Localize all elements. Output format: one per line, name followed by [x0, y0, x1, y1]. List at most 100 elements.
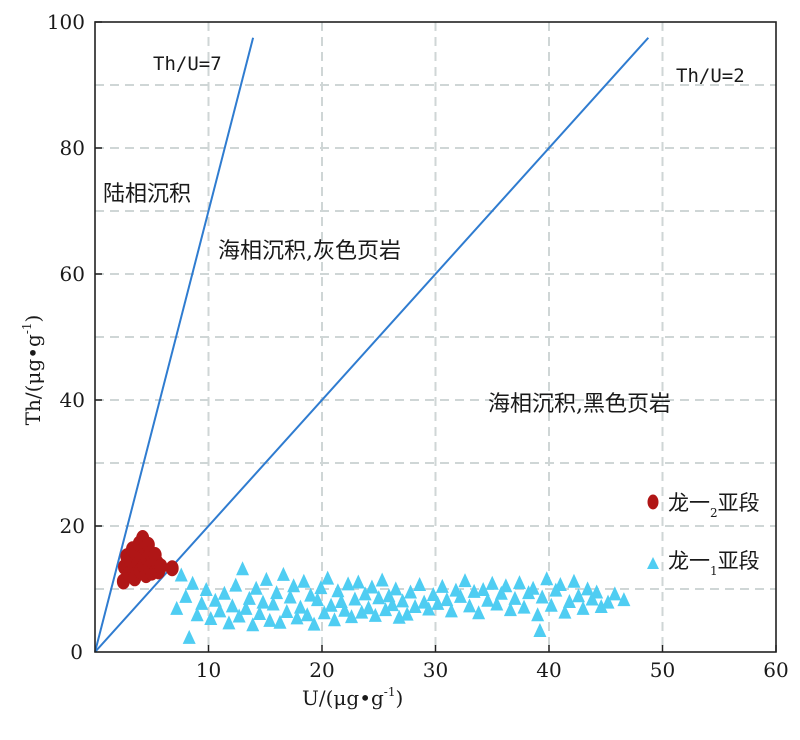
y-tick-labels: 20 40 60 80 100 [47, 10, 85, 538]
data-point-triangle [287, 578, 301, 593]
data-point-triangle [170, 600, 184, 615]
x-tick-label: 60 [763, 658, 788, 682]
x-tick-label: 40 [536, 658, 561, 682]
data-point-triangle [253, 605, 267, 620]
data-point-triangle [458, 573, 472, 588]
data-point-triangle [280, 604, 294, 619]
legend: 龙一2亚段 龙一1亚段 [647, 491, 760, 578]
y-tick-label: 40 [60, 388, 85, 412]
data-point-triangle [246, 617, 260, 632]
data-point-triangle [217, 585, 231, 600]
data-point-triangle [324, 597, 338, 612]
data-point-triangle [232, 608, 246, 623]
data-point-triangle [426, 587, 440, 602]
data-point-triangle [512, 575, 526, 590]
data-point-triangle [544, 597, 558, 612]
data-point-triangle [229, 577, 243, 592]
data-point-triangle [375, 572, 389, 587]
data-point-triangle [608, 586, 622, 601]
data-point-triangle [341, 576, 355, 591]
data-point-triangle [270, 585, 284, 600]
data-point-triangle [300, 607, 314, 622]
data-point-triangle [179, 588, 193, 603]
data-point-triangle [408, 599, 422, 614]
data-point-triangle [576, 600, 590, 615]
data-point-triangle [572, 588, 586, 603]
data-point-triangle [533, 622, 547, 637]
data-point-triangle [239, 600, 253, 615]
data-point-triangle [355, 604, 369, 619]
data-point-triangle [266, 596, 280, 611]
data-point-triangle [186, 575, 200, 590]
data-point-triangle [283, 589, 297, 604]
y-axis-title: Th/(μg•g-1) [20, 315, 45, 426]
data-point-triangle [345, 609, 359, 624]
data-point-triangle [314, 580, 328, 595]
data-point-triangle [558, 604, 572, 619]
data-point-triangle [467, 583, 481, 598]
data-point-triangle [590, 584, 604, 599]
data-point-triangle [338, 602, 352, 617]
data-point-triangle [503, 602, 517, 617]
data-point-triangle [174, 567, 188, 582]
data-point-triangle [307, 616, 321, 631]
legend-marker-circle [647, 494, 659, 510]
data-point-circle [154, 558, 168, 575]
data-point-triangle [581, 581, 595, 596]
data-point-triangle [276, 566, 290, 581]
data-point-triangle [396, 593, 410, 608]
data-point-triangle [331, 583, 345, 598]
data-point-triangle [290, 610, 304, 625]
data-point-triangle [199, 582, 213, 596]
data-point-triangle [222, 615, 236, 630]
y-tick-label: 20 [60, 514, 85, 538]
data-point-triangle [195, 595, 209, 610]
data-point-triangle [494, 585, 508, 600]
data-point-triangle [404, 584, 418, 599]
data-point-triangle [567, 573, 581, 588]
data-point-triangle [317, 605, 331, 620]
data-point-triangle [365, 579, 379, 594]
y-tick-label-0: 0 [70, 640, 83, 664]
legend-label-series-2: 龙一1亚段 [668, 549, 760, 578]
region-label-continental: 陆相沉积 [103, 182, 191, 207]
data-point-triangle [385, 597, 399, 612]
data-point-triangle [444, 603, 458, 618]
data-point-triangle [372, 590, 386, 605]
svg-text:U/(μg•g-1): U/(μg•g-1) [302, 685, 403, 710]
data-point-triangle [321, 570, 335, 585]
data-point-triangle [476, 582, 490, 596]
reference-line-7 [94, 37, 255, 653]
data-point-triangle [190, 607, 204, 622]
data-point-triangle [327, 612, 341, 627]
data-point-triangle [182, 629, 196, 644]
data-point-triangle [499, 578, 513, 593]
data-point-triangle [463, 598, 477, 613]
data-point-triangle [517, 599, 531, 614]
data-point-triangle [481, 592, 495, 607]
x-tick-label: 30 [423, 658, 448, 682]
data-point-triangle [259, 571, 273, 586]
data-point-triangle [263, 612, 277, 627]
svg-text:Th/(μg•g-1): Th/(μg•g-1) [20, 315, 45, 426]
data-point-triangle [562, 593, 576, 608]
data-point-triangle [208, 592, 222, 607]
legend-label-series-1: 龙一2亚段 [668, 491, 760, 520]
data-point-triangle [526, 580, 540, 595]
y-tick-label: 100 [47, 10, 85, 34]
data-point-triangle [413, 576, 427, 591]
x-tick-label: 10 [196, 658, 221, 682]
data-point-triangle [225, 598, 239, 613]
data-point-triangle [435, 578, 449, 593]
data-point-triangle [553, 576, 567, 591]
data-point-triangle [304, 587, 318, 602]
data-point-triangle [431, 595, 445, 610]
data-point-triangle [204, 610, 218, 625]
data-point-triangle [242, 590, 256, 605]
region-label-marine-black-shale: 海相沉积,黑色页岩 [488, 392, 671, 417]
data-point-triangle [273, 614, 287, 629]
ratio-label-7: Th/U=7 [153, 53, 222, 75]
x-axis-title: U/(μg•g-1) [302, 685, 403, 710]
data-point-triangle [310, 592, 324, 607]
data-point-triangle [368, 607, 382, 622]
